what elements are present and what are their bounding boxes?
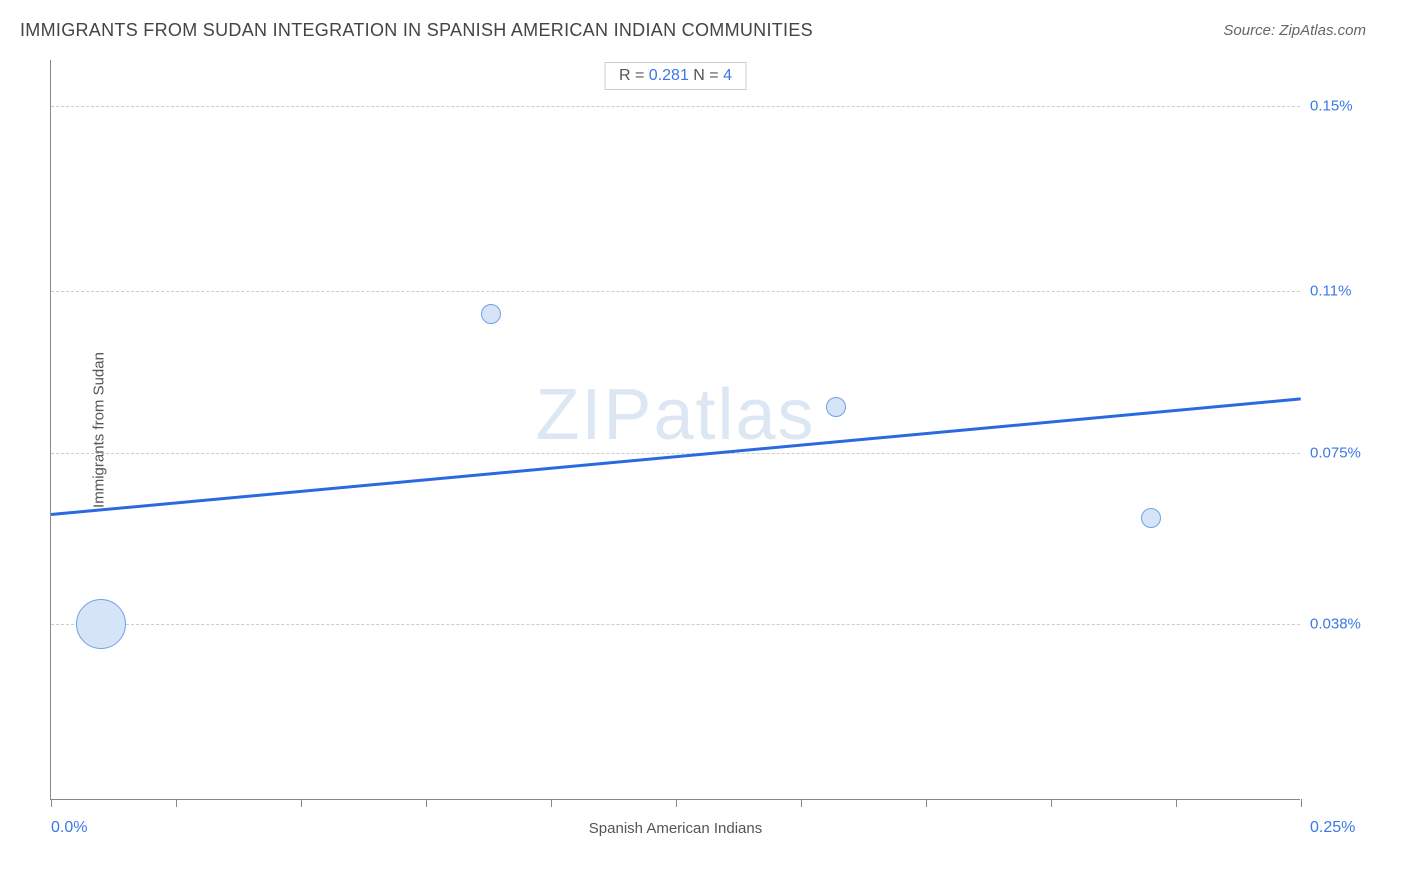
source-prefix: Source: (1223, 22, 1279, 39)
trendline (51, 398, 1301, 516)
watermark-atlas: atlas (653, 375, 815, 455)
gridline (51, 453, 1300, 454)
x-tick (1176, 799, 1177, 807)
x-tick (426, 799, 427, 807)
x-tick (926, 799, 927, 807)
data-point (76, 599, 126, 649)
data-point (481, 304, 501, 324)
data-point (1141, 508, 1161, 528)
scatter-plot: R = 0.281 N = 4 ZIPatlas 0.038%0.075%0.1… (50, 60, 1300, 800)
x-axis-title: Spanish American Indians (589, 820, 762, 837)
x-max-label: 0.25% (1310, 819, 1390, 837)
watermark: ZIPatlas (535, 374, 815, 456)
header: IMMIGRANTS FROM SUDAN INTEGRATION IN SPA… (0, 0, 1406, 51)
stats-box: R = 0.281 N = 4 (604, 62, 747, 90)
x-min-label: 0.0% (51, 819, 87, 837)
source-attribution: Source: ZipAtlas.com (1223, 22, 1366, 39)
y-axis-title: Immigrants from Sudan (90, 352, 107, 508)
x-tick (1051, 799, 1052, 807)
r-value: 0.281 (649, 67, 689, 84)
watermark-zip: ZIP (535, 375, 653, 455)
gridline (51, 291, 1300, 292)
x-tick (676, 799, 677, 807)
y-tick-label: 0.075% (1310, 445, 1390, 462)
x-tick (801, 799, 802, 807)
x-tick (51, 799, 52, 807)
source-name: ZipAtlas.com (1279, 22, 1366, 39)
n-label: N = (689, 67, 723, 84)
x-tick (1301, 799, 1302, 807)
r-label: R = (619, 67, 649, 84)
data-point (826, 397, 846, 417)
y-tick-label: 0.15% (1310, 98, 1390, 115)
y-tick-label: 0.11% (1310, 283, 1390, 300)
x-tick (551, 799, 552, 807)
n-value: 4 (723, 67, 732, 84)
gridline (51, 624, 1300, 625)
y-tick-label: 0.038% (1310, 616, 1390, 633)
x-tick (176, 799, 177, 807)
gridline (51, 106, 1300, 107)
x-tick (301, 799, 302, 807)
chart-title: IMMIGRANTS FROM SUDAN INTEGRATION IN SPA… (20, 20, 813, 41)
